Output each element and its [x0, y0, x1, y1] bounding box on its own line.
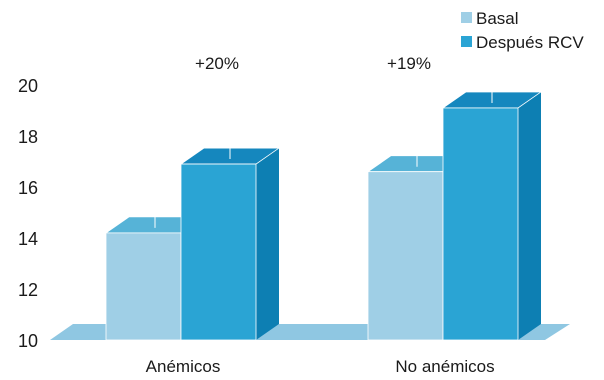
legend: Basal Después RCV	[461, 9, 584, 52]
bar-after-front	[442, 107, 519, 341]
percent-change-label: +20%	[195, 54, 239, 73]
legend-label-basal: Basal	[476, 9, 519, 28]
x-category-label: Anémicos	[146, 357, 221, 376]
y-tick-label: 12	[18, 280, 38, 300]
bar-after-side	[256, 148, 279, 340]
category-labels: Anémicos No anémicos	[146, 357, 495, 376]
y-axis-ticks: 10 12 14 16 18 20	[18, 76, 38, 351]
y-tick-label: 18	[18, 127, 38, 147]
legend-swatch-after	[461, 36, 472, 47]
y-tick-label: 14	[18, 229, 38, 249]
bar-basal-front	[105, 232, 182, 341]
bar-after-front	[180, 163, 257, 341]
percent-change-label: +19%	[387, 54, 431, 73]
x-category-label: No anémicos	[395, 357, 494, 376]
y-tick-label: 16	[18, 178, 38, 198]
bar-after-side	[518, 91, 541, 340]
y-tick-label: 20	[18, 76, 38, 96]
bar-basal-front	[367, 171, 444, 341]
legend-swatch-basal	[461, 12, 472, 23]
bars-group	[104, 91, 543, 341]
percent-annotations: +20% +19%	[195, 54, 431, 73]
y-tick-label: 10	[18, 331, 38, 351]
legend-label-after: Después RCV	[476, 33, 584, 52]
